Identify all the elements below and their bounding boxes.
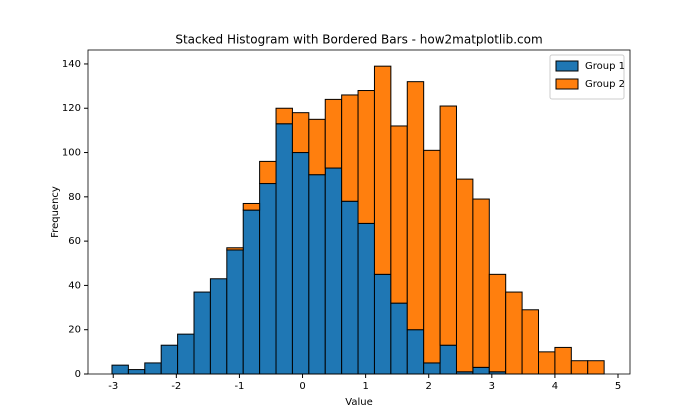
legend-swatch bbox=[555, 78, 579, 90]
y-tick-label: 140 bbox=[62, 59, 81, 70]
bar bbox=[587, 360, 605, 375]
x-tick-label: -1 bbox=[234, 381, 244, 392]
x-tick-label: 0 bbox=[299, 381, 305, 392]
bar bbox=[455, 178, 474, 373]
x-tick-label: 1 bbox=[362, 381, 368, 392]
bar bbox=[488, 273, 507, 373]
y-tick-label: 20 bbox=[68, 325, 81, 336]
x-tick-label: -3 bbox=[108, 381, 118, 392]
bar bbox=[373, 65, 392, 275]
bar bbox=[341, 200, 359, 375]
y-tick-label: 60 bbox=[68, 236, 81, 247]
y-tick-label: 80 bbox=[68, 192, 81, 203]
bar bbox=[144, 362, 162, 375]
bar bbox=[291, 112, 310, 154]
bar bbox=[193, 291, 211, 375]
x-tick-label: 3 bbox=[489, 381, 495, 392]
bar bbox=[439, 344, 457, 375]
legend-label: Group 2 bbox=[585, 79, 625, 90]
bar bbox=[259, 160, 277, 185]
bar bbox=[357, 90, 375, 224]
bar bbox=[127, 369, 146, 375]
y-tick-label: 100 bbox=[62, 148, 81, 159]
bar bbox=[406, 329, 425, 375]
bar bbox=[423, 362, 441, 375]
y-tick-label: 0 bbox=[75, 369, 81, 380]
x-tick-label: 2 bbox=[426, 381, 432, 392]
bar bbox=[160, 344, 179, 375]
bar bbox=[308, 174, 326, 375]
bar bbox=[423, 149, 441, 364]
bar bbox=[177, 333, 195, 375]
bar bbox=[324, 167, 343, 375]
bar bbox=[570, 360, 589, 375]
y-axis-label: Frequency bbox=[50, 186, 61, 238]
bar bbox=[439, 105, 457, 346]
legend-swatch bbox=[555, 60, 579, 72]
bar bbox=[226, 247, 244, 251]
bar bbox=[406, 81, 425, 331]
legend-label: Group 1 bbox=[585, 61, 625, 72]
x-axis-label: Value bbox=[345, 397, 372, 408]
plot-frame bbox=[87, 49, 631, 375]
bar bbox=[472, 366, 490, 375]
bar bbox=[291, 152, 310, 375]
bar bbox=[373, 273, 392, 375]
bar bbox=[226, 249, 244, 375]
x-tick-label: 4 bbox=[552, 381, 558, 392]
bar bbox=[242, 202, 261, 211]
bar bbox=[209, 278, 228, 375]
bar bbox=[390, 125, 408, 304]
x-tick-label: 5 bbox=[615, 381, 621, 392]
y-tick-label: 40 bbox=[68, 280, 81, 291]
chart-title: Stacked Histogram with Bordered Bars - h… bbox=[175, 33, 542, 47]
bar bbox=[357, 222, 375, 375]
x-tick-label: -2 bbox=[171, 381, 181, 392]
bar bbox=[111, 364, 129, 375]
bar bbox=[308, 118, 326, 176]
bar bbox=[538, 351, 556, 375]
bar bbox=[242, 209, 261, 375]
bar bbox=[505, 291, 523, 375]
bar bbox=[259, 183, 277, 375]
bar bbox=[341, 94, 359, 202]
bar bbox=[390, 302, 408, 375]
y-tick-label: 120 bbox=[62, 103, 81, 114]
bar bbox=[275, 123, 293, 375]
bar bbox=[324, 98, 343, 169]
bar bbox=[275, 107, 293, 125]
bar bbox=[521, 309, 540, 375]
bar bbox=[554, 346, 572, 375]
bar bbox=[472, 198, 490, 368]
